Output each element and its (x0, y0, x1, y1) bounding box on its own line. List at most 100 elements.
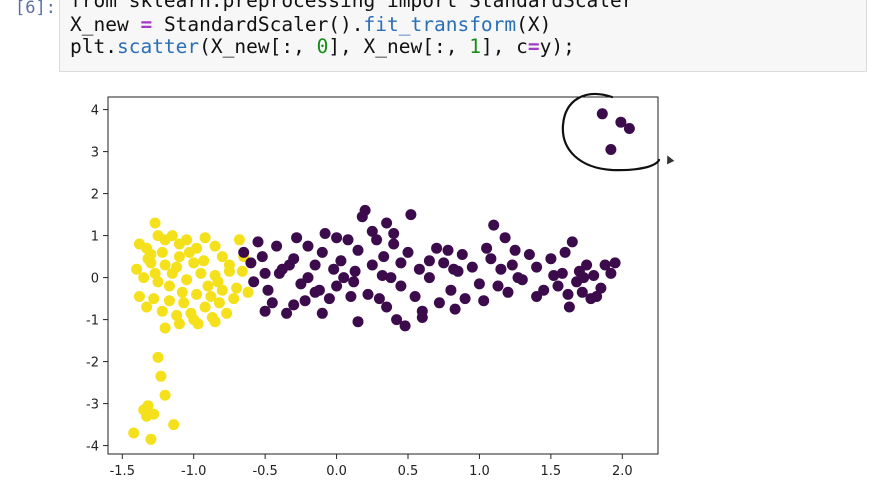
scatter-point-purple (338, 272, 350, 284)
scatter-point-purple (288, 299, 300, 311)
scatter-point-purple (266, 297, 278, 309)
scatter-point-purple (328, 263, 340, 275)
scatter-point-yellow (156, 305, 168, 317)
scatter-point-purple (248, 276, 260, 288)
code-line-1: from sklearn.preprocessing import Standa… (70, 0, 634, 12)
scatter-point-yellow (199, 232, 211, 244)
scatter-point-purple (399, 320, 411, 332)
scatter-point-purple (456, 249, 468, 260)
scatter-point-yellow (141, 301, 153, 313)
scatter-point-yellow (173, 318, 185, 330)
scatter-point-purple (273, 267, 285, 279)
scatter-point-yellow (171, 309, 183, 321)
scatter-point-purple (381, 301, 393, 313)
scatter-point-purple (445, 284, 457, 296)
scatter-point-purple (345, 291, 357, 302)
token-number: 0 (316, 35, 329, 58)
scatter-point-purple (302, 240, 314, 252)
code-input-area[interactable]: from sklearn.preprocessing import Standa… (59, 0, 867, 72)
scatter-point-yellow (128, 427, 140, 439)
scatter-point-purple (342, 234, 354, 246)
scatter-point-yellow (181, 234, 193, 246)
scatter-point-purple (531, 261, 543, 273)
scatter-point-purple (473, 278, 485, 290)
scatter-point-purple (319, 228, 331, 239)
scatter-point-yellow (156, 246, 168, 258)
token-args: ], c (480, 35, 528, 58)
plot-frame (107, 96, 659, 455)
scatter-point-purple (615, 116, 627, 128)
scatter-point-purple (391, 314, 403, 326)
scatter-point-yellow (145, 433, 157, 445)
y-tick-label: -2 (86, 356, 99, 371)
token-method: fit_transform (363, 13, 517, 36)
scatter-point-purple (316, 307, 328, 319)
scatter-point-yellow (149, 217, 161, 229)
scatter-point-purple (262, 284, 274, 296)
scatter-point-yellow (223, 265, 235, 277)
scatter-point-purple (431, 242, 443, 254)
scatter-point-purple (581, 259, 593, 271)
scatter-point-purple (578, 272, 590, 284)
scatter-point-purple (291, 232, 303, 244)
x-tick-label: 1.5 (541, 464, 562, 479)
scatter-point-purple (283, 259, 295, 271)
scatter-point-purple (591, 291, 603, 302)
scatter-point-yellow (221, 307, 233, 319)
scatter-point-purple (302, 272, 314, 284)
scatter-point-purple (376, 270, 388, 281)
scatter-point-purple (433, 297, 445, 309)
scatter-point-yellow (152, 351, 164, 363)
scatter-point-purple (373, 293, 385, 305)
scatter-point-yellow (163, 295, 175, 307)
scatter-point-yellow (138, 272, 150, 284)
scatter-point-purple (385, 272, 397, 284)
scatter-point-purple (309, 259, 321, 271)
scatter-point-purple (366, 225, 378, 237)
scatter-point-purple (299, 295, 311, 307)
scatter-point-purple (596, 108, 608, 120)
scatter-point-purple (545, 253, 557, 265)
scatter-point-purple (371, 234, 383, 246)
scatter-point-purple (409, 291, 421, 302)
scatter-point-purple (563, 301, 575, 313)
scatter-point-yellow (171, 261, 183, 273)
scatter-point-purple (331, 280, 343, 292)
x-tick-label: 0.5 (398, 464, 419, 479)
scatter-point-purple (538, 284, 550, 296)
scatter-point-purple (416, 312, 428, 323)
scatter-point-purple (238, 246, 250, 258)
scatter-point-purple (531, 291, 543, 302)
scatter-point-purple (395, 257, 407, 269)
scatter-point-purple (402, 246, 414, 258)
y-tick-label: 3 (91, 146, 99, 161)
scatter-point-purple (309, 286, 321, 298)
token-args: y); (539, 35, 575, 58)
scatter-point-yellow (168, 419, 180, 431)
scatter-point-purple (281, 307, 293, 319)
scatter-point-purple (548, 270, 560, 281)
token-operator: = (140, 13, 153, 36)
x-tick-label: -1.5 (110, 464, 135, 479)
scatter-point-yellow (242, 286, 254, 298)
code-line-3: plt.scatter(X_new[:, 0], X_new[:, 1], c=… (70, 36, 575, 58)
scatter-point-yellow (198, 255, 210, 267)
scatter-point-purple (348, 276, 360, 288)
scatter-point-yellow (138, 404, 150, 416)
scatter-point-purple (331, 232, 343, 244)
y-tick-label: 0 (91, 272, 99, 287)
scatter-point-yellow (155, 370, 167, 382)
scatter-point-purple (478, 295, 490, 307)
scatter-point-purple (359, 204, 371, 216)
x-tick-label: 0.0 (326, 464, 347, 479)
scatter-point-purple (423, 272, 435, 284)
scatter-point-yellow (233, 234, 245, 246)
scatter-point-yellow (149, 267, 161, 279)
scatter-point-purple (499, 232, 511, 244)
points-layer (128, 108, 635, 445)
scatter-point-yellow (152, 276, 164, 288)
scatter-point-purple (609, 257, 621, 269)
scatter-point-purple (605, 144, 617, 155)
scatter-point-purple (488, 219, 500, 231)
